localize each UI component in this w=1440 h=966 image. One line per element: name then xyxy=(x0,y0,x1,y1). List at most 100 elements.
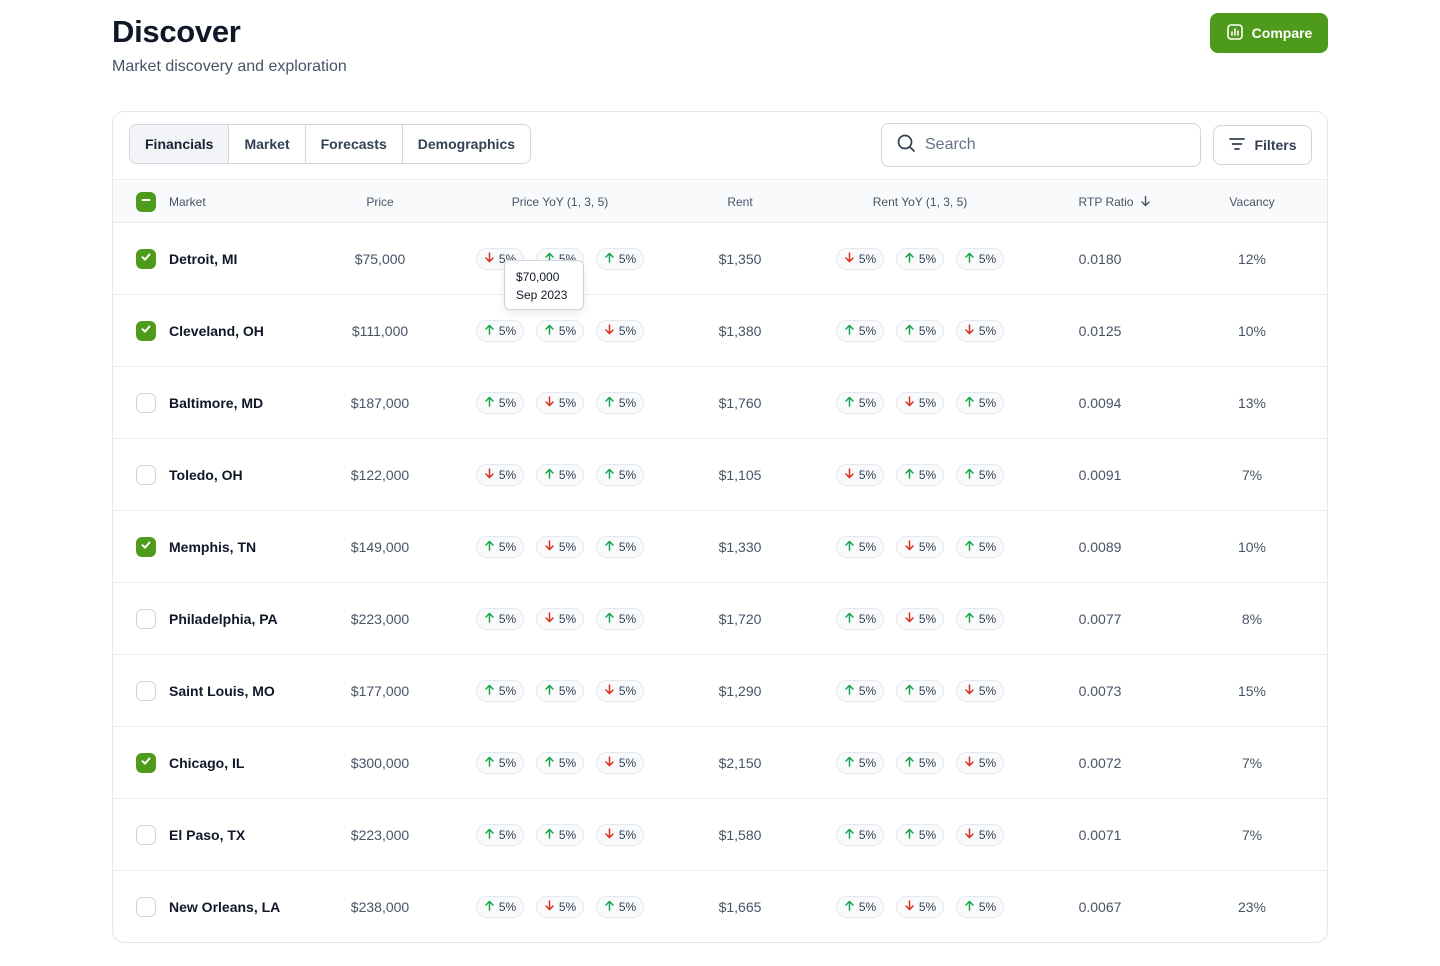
change-pill[interactable]: 5% xyxy=(536,680,584,702)
search-input[interactable] xyxy=(925,136,1185,154)
change-pill[interactable]: 5% xyxy=(596,608,644,630)
market-name[interactable]: Detroit, MI xyxy=(169,251,238,267)
compare-button[interactable]: Compare xyxy=(1210,13,1328,53)
change-pill[interactable]: 5% xyxy=(956,392,1004,414)
row-checkbox[interactable] xyxy=(136,321,156,341)
table-row[interactable]: Detroit, MI $75,000 5% 5% 5% $1,350 5% 5% 5% 0.01… xyxy=(113,223,1327,295)
column-header-rtp-ratio[interactable]: RTP Ratio xyxy=(1079,180,1152,224)
change-pill[interactable]: 5% xyxy=(956,680,1004,702)
change-pill[interactable]: 5% xyxy=(956,608,1004,630)
table-row[interactable]: Memphis, TN $149,000 5% 5% 5% $1,330 5% 5% 5% 0.0… xyxy=(113,511,1327,583)
change-pill[interactable]: 5% xyxy=(836,752,884,774)
row-checkbox[interactable] xyxy=(136,825,156,845)
change-pill[interactable]: 5% xyxy=(596,752,644,774)
column-header-market[interactable]: Market xyxy=(169,195,206,209)
column-header-rent[interactable]: Rent xyxy=(727,195,753,209)
market-name[interactable]: New Orleans, LA xyxy=(169,899,281,915)
change-pill[interactable]: 5% xyxy=(536,320,584,342)
change-pill[interactable]: 5% xyxy=(476,320,524,342)
row-checkbox[interactable] xyxy=(136,681,156,701)
market-name[interactable]: El Paso, TX xyxy=(169,827,246,843)
change-pill[interactable]: 5% xyxy=(476,392,524,414)
tab-financials[interactable]: Financials xyxy=(130,125,230,163)
row-checkbox[interactable] xyxy=(136,393,156,413)
row-checkbox[interactable] xyxy=(136,897,156,917)
change-pill[interactable]: 5% xyxy=(536,896,584,918)
tab-forecasts[interactable]: Forecasts xyxy=(305,125,403,163)
change-pill[interactable]: 5% xyxy=(896,392,944,414)
market-name[interactable]: Chicago, IL xyxy=(169,755,245,771)
market-name[interactable]: Toledo, OH xyxy=(169,467,243,483)
change-pill[interactable]: 5% xyxy=(596,896,644,918)
change-pill[interactable]: 5% xyxy=(896,248,944,270)
table-row[interactable]: New Orleans, LA $238,000 5% 5% 5% $1,665 5% 5% 5… xyxy=(113,871,1327,942)
column-header-price-yoy[interactable]: Price YoY (1, 3, 5) xyxy=(511,195,609,209)
change-pill[interactable]: 5% xyxy=(956,752,1004,774)
change-pill[interactable]: 5% xyxy=(956,536,1004,558)
market-name[interactable]: Saint Louis, MO xyxy=(169,683,275,699)
column-header-price[interactable]: Price xyxy=(366,195,394,209)
table-row[interactable]: El Paso, TX $223,000 5% 5% 5% $1,580 5% 5% 5% 0.0… xyxy=(113,799,1327,871)
change-pill[interactable]: 5% xyxy=(536,536,584,558)
search-box[interactable] xyxy=(881,123,1201,167)
change-pill[interactable]: 5% xyxy=(956,824,1004,846)
tab-market[interactable]: Market xyxy=(229,125,306,163)
table-row[interactable]: Saint Louis, MO $177,000 5% 5% 5% $1,290 5% 5% 5… xyxy=(113,655,1327,727)
table-row[interactable]: Philadelphia, PA $223,000 5% 5% 5% $1,720 5% 5%… xyxy=(113,583,1327,655)
change-pill[interactable]: 5% xyxy=(836,320,884,342)
change-pill[interactable]: 5% xyxy=(836,464,884,486)
select-all-checkbox[interactable] xyxy=(136,192,156,212)
table-row[interactable]: Chicago, IL $300,000 5% 5% 5% $2,150 5% 5% 5% 0.0… xyxy=(113,727,1327,799)
market-name[interactable]: Memphis, TN xyxy=(169,539,257,555)
change-pill[interactable]: 5% xyxy=(896,608,944,630)
column-header-vacancy[interactable]: Vacancy xyxy=(1229,195,1275,209)
change-pill[interactable]: 5% xyxy=(836,248,884,270)
change-pill[interactable]: 5% xyxy=(596,320,644,342)
change-pill[interactable]: 5% xyxy=(896,896,944,918)
change-pill[interactable]: 5% xyxy=(476,464,524,486)
filters-button[interactable]: Filters xyxy=(1213,125,1312,165)
change-pill[interactable]: 5% xyxy=(956,896,1004,918)
row-checkbox[interactable] xyxy=(136,465,156,485)
change-pill[interactable]: 5% xyxy=(836,608,884,630)
change-pill[interactable]: 5% xyxy=(536,824,584,846)
change-pill[interactable]: 5% xyxy=(536,464,584,486)
market-name[interactable]: Cleveland, OH xyxy=(169,323,264,339)
change-pill[interactable]: 5% xyxy=(476,680,524,702)
change-pill[interactable]: 5% xyxy=(596,392,644,414)
change-pill[interactable]: 5% xyxy=(476,752,524,774)
change-pill[interactable]: 5% xyxy=(536,392,584,414)
change-pill[interactable]: 5% xyxy=(836,536,884,558)
change-pill[interactable]: 5% xyxy=(596,248,644,270)
change-pill[interactable]: 5% xyxy=(896,680,944,702)
table-row[interactable]: Cleveland, OH $111,000 5% 5% 5% $1,380 5% 5% 5% 0… xyxy=(113,295,1327,367)
change-pill[interactable]: 5% xyxy=(476,896,524,918)
change-pill[interactable]: 5% xyxy=(836,680,884,702)
row-checkbox[interactable] xyxy=(136,537,156,557)
change-pill[interactable]: 5% xyxy=(596,536,644,558)
change-pill[interactable]: 5% xyxy=(956,320,1004,342)
change-pill[interactable]: 5% xyxy=(596,464,644,486)
change-pill[interactable]: 5% xyxy=(896,464,944,486)
change-pill[interactable]: 5% xyxy=(836,392,884,414)
change-pill[interactable]: 5% xyxy=(896,824,944,846)
change-pill[interactable]: 5% xyxy=(896,320,944,342)
row-checkbox[interactable] xyxy=(136,753,156,773)
change-pill[interactable]: 5% xyxy=(896,536,944,558)
change-pill[interactable]: 5% xyxy=(476,608,524,630)
market-name[interactable]: Philadelphia, PA xyxy=(169,611,278,627)
change-pill[interactable]: 5% xyxy=(596,680,644,702)
change-pill[interactable]: 5% xyxy=(896,752,944,774)
change-pill[interactable]: 5% xyxy=(536,752,584,774)
change-pill[interactable]: 5% xyxy=(476,824,524,846)
table-row[interactable]: Baltimore, MD $187,000 5% 5% 5% $1,760 5% 5% 5% 0… xyxy=(113,367,1327,439)
tab-demographics[interactable]: Demographics xyxy=(402,125,531,163)
change-pill[interactable]: 5% xyxy=(536,608,584,630)
change-pill[interactable]: 5% xyxy=(596,824,644,846)
change-pill[interactable]: 5% xyxy=(956,248,1004,270)
change-pill[interactable]: 5% xyxy=(476,536,524,558)
market-name[interactable]: Baltimore, MD xyxy=(169,395,264,411)
change-pill[interactable]: 5% xyxy=(836,896,884,918)
change-pill[interactable]: 5% xyxy=(836,824,884,846)
row-checkbox[interactable] xyxy=(136,249,156,269)
